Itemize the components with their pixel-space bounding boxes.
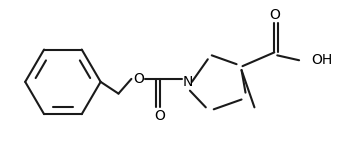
Text: OH: OH — [311, 53, 332, 67]
Text: O: O — [155, 109, 165, 123]
Text: N: N — [183, 75, 193, 89]
Text: O: O — [133, 72, 144, 86]
Text: O: O — [269, 8, 280, 22]
